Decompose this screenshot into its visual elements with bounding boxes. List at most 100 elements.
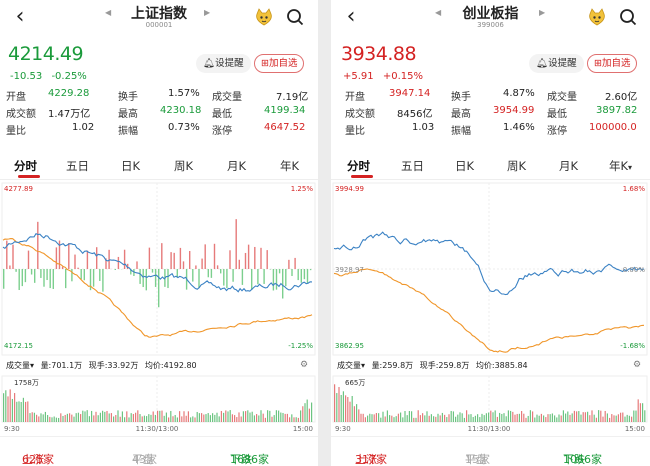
volume-bar: [369, 413, 371, 422]
bell-icon: 🔔︎: [536, 58, 549, 69]
time-mid: 11:30/13:00: [468, 425, 511, 433]
tab-yearly-k[interactable]: 年K: [280, 159, 300, 173]
stat-limit-up: 100000.0: [589, 122, 637, 133]
set-alert-label: 设提醒: [548, 58, 577, 69]
volume-chart[interactable]: 665万 9:30 11:30/13:00 15:00: [331, 374, 650, 436]
up-down-bar: [260, 247, 262, 269]
volume-bar: [194, 417, 196, 422]
tab-weekly-k[interactable]: 周K: [174, 159, 194, 173]
tab-yearly-k[interactable]: 年K▾: [609, 159, 633, 173]
mascot-icon[interactable]: [254, 8, 274, 26]
volume-bar: [11, 398, 13, 422]
next-index-icon[interactable]: ▶: [539, 8, 546, 17]
volume-bar: [282, 412, 284, 422]
volume-bar: [260, 410, 262, 422]
volume-now: 现手:259.8万: [419, 361, 470, 370]
tab-daily-k[interactable]: 日K: [455, 159, 475, 173]
volume-bar: [77, 412, 79, 422]
volume-bar: [152, 411, 154, 422]
header: ‹ ◀ 创业板指 399006 ▶: [331, 0, 650, 40]
next-index-icon[interactable]: ▶: [204, 8, 211, 17]
volume-bar: [384, 416, 386, 422]
volume-bar: [424, 415, 426, 422]
up-down-bar: [201, 258, 203, 269]
tab-daily-k[interactable]: 日K: [121, 159, 141, 173]
tab-monthly-k[interactable]: 月K: [559, 159, 579, 173]
gear-icon[interactable]: ⚙: [300, 360, 309, 370]
volume-dropdown[interactable]: 成交量▾: [6, 361, 34, 370]
back-button[interactable]: ‹: [15, 4, 25, 29]
caret-down-icon: ▾: [628, 163, 633, 172]
stat-high: 4230.18: [160, 105, 202, 116]
price-axis-bottom: 3862.95: [335, 342, 364, 350]
volume-bar: [159, 410, 161, 422]
volume-bar: [411, 411, 413, 422]
volume-bar: [124, 417, 126, 422]
volume-bar: [598, 410, 600, 422]
volume-bar: [117, 410, 119, 422]
add-watchlist-button[interactable]: ⊞加自选: [254, 54, 305, 73]
price-change: -10.53 -0.25%: [10, 71, 87, 82]
search-icon[interactable]: [285, 7, 305, 27]
mascot-icon[interactable]: [587, 8, 607, 26]
volume-chart[interactable]: 1758万 9:30 11:30/13:00 15:00: [0, 374, 318, 436]
stat-label: 最低: [547, 109, 567, 120]
tab-five-day[interactable]: 五日: [401, 159, 424, 173]
volume-bar: [247, 410, 249, 422]
volume-bar: [161, 410, 163, 422]
volume-bar: [501, 413, 503, 422]
volume-bar: [280, 412, 282, 422]
back-button[interactable]: ‹: [346, 4, 356, 29]
volume-bar: [264, 417, 266, 422]
volume-bar: [58, 417, 60, 422]
tab-monthly-k[interactable]: 月K: [227, 159, 247, 173]
tab-intraday[interactable]: 分时: [14, 159, 37, 173]
up-down-bar: [40, 269, 42, 278]
up-down-bar: [226, 269, 228, 289]
stats-grid: 开盘 4229.28 换手 1.57% 成交量 7.19亿 成交额 1.47万亿…: [6, 88, 312, 139]
volume-bar: [360, 413, 362, 422]
volume-bar: [505, 416, 507, 422]
volume-bar: [137, 410, 139, 422]
volume-dropdown[interactable]: 成交量▾: [337, 361, 365, 370]
set-alert-button[interactable]: 🔔︎设提醒: [529, 54, 584, 73]
price-axis-mid: 3928.97: [335, 266, 364, 274]
volume-bar: [347, 397, 349, 422]
volume-bar: [481, 413, 483, 422]
volume-bar: [238, 412, 240, 422]
tab-intraday[interactable]: 分时: [347, 159, 370, 173]
add-watchlist-button[interactable]: ⊞加自选: [587, 54, 638, 73]
volume-bar: [205, 414, 207, 422]
tab-weekly-k[interactable]: 周K: [507, 159, 527, 173]
search-icon[interactable]: [618, 7, 638, 27]
add-watchlist-label: 加自选: [268, 58, 298, 69]
up-down-bar: [232, 269, 234, 282]
volume-bar: [91, 410, 93, 422]
up-down-bar: [198, 269, 200, 289]
volume-bar: [16, 401, 18, 422]
prev-index-icon[interactable]: ◀: [105, 8, 112, 17]
gear-icon[interactable]: ⚙: [633, 360, 642, 370]
intraday-chart[interactable]: 4277.89 4172.15 1.25% -1.25%: [0, 181, 318, 359]
up-down-bar: [210, 269, 213, 278]
tab-five-day[interactable]: 五日: [66, 159, 89, 173]
volume-bar: [141, 416, 143, 422]
set-alert-button[interactable]: 🔔︎设提醒: [196, 54, 251, 73]
change-percent: -0.25%: [51, 71, 87, 82]
volume-bar: [297, 417, 299, 422]
prev-index-icon[interactable]: ◀: [435, 8, 442, 17]
volume-bar: [170, 410, 172, 422]
volume-bar: [69, 413, 71, 422]
up-down-bar: [145, 269, 147, 291]
pct-axis-bottom: -1.25%: [288, 342, 313, 350]
up-down-bar: [161, 243, 163, 269]
volume-bar: [38, 416, 40, 422]
up-down-bar: [309, 269, 312, 271]
up-down-bar: [49, 269, 51, 289]
volume-bar: [130, 413, 132, 422]
volume-bar: [269, 410, 271, 422]
intraday-chart[interactable]: 3994.99 3928.97 3862.95 1.68% 0.00% -1.6…: [331, 181, 650, 359]
volume-info-bar: 成交量▾ 量:259.8万 现手:259.8万 均价:3885.84: [337, 360, 528, 371]
volume-bar: [516, 413, 518, 422]
volume-bar: [183, 411, 185, 422]
